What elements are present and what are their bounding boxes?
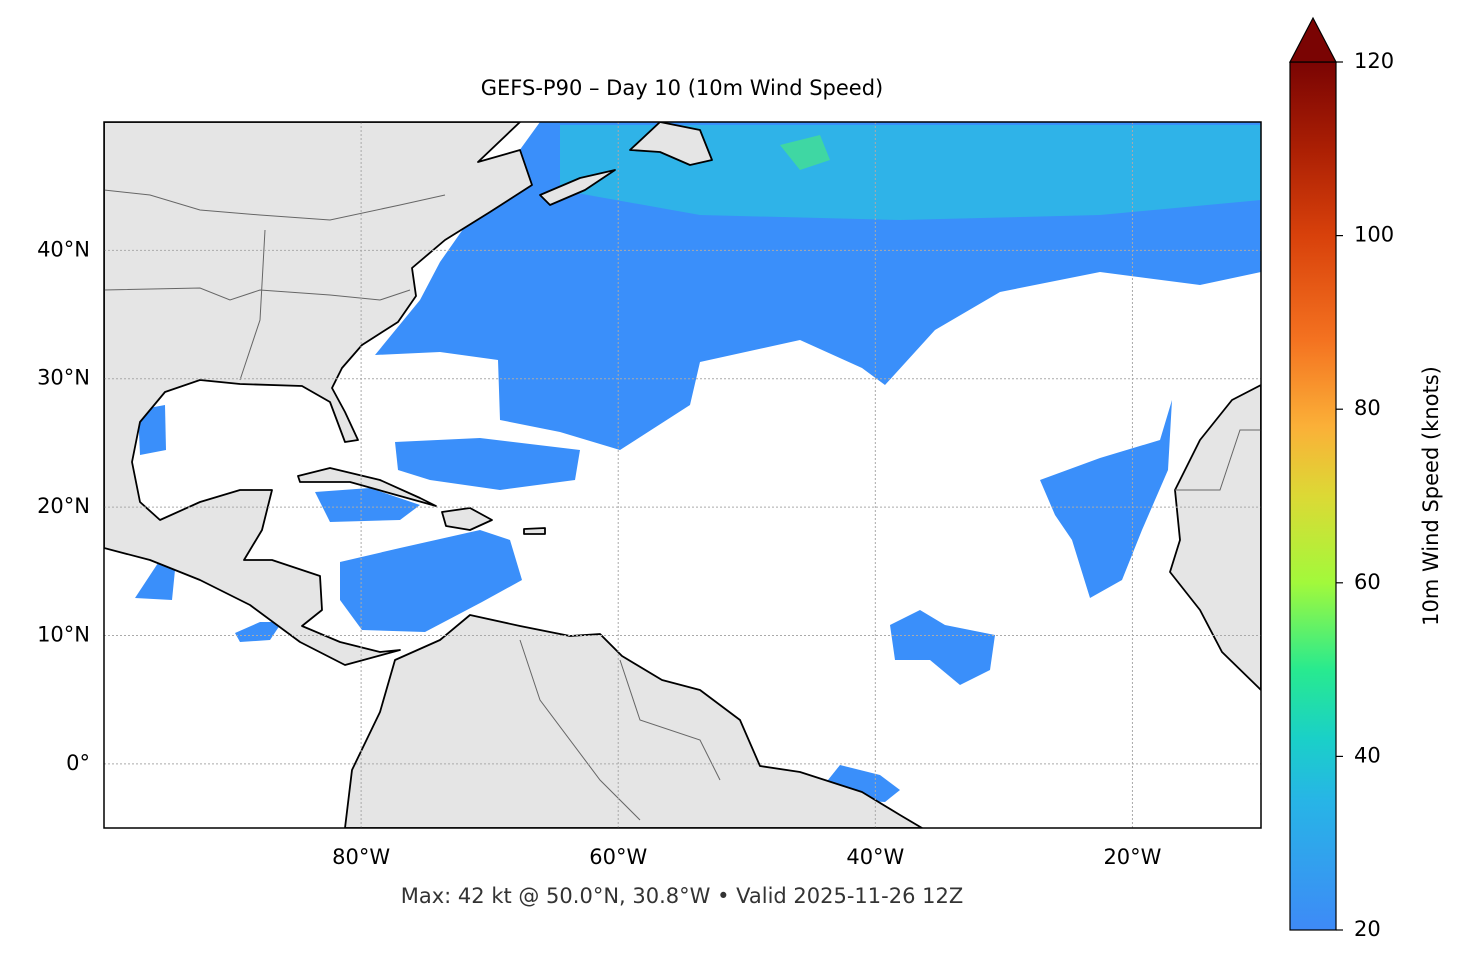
border [619, 659, 721, 781]
x-tick-label: 20°W [1103, 845, 1161, 869]
border [239, 229, 266, 381]
y-tick-label: 10°N [37, 622, 90, 646]
land [104, 122, 1261, 828]
footnote: Max: 42 kt @ 50.0°N, 30.8°W • Valid 2025… [401, 884, 964, 908]
border [104, 189, 446, 221]
border [104, 287, 411, 301]
wind-area [890, 610, 995, 685]
colorbar-label: 10m Wind Speed (knots) [1419, 366, 1443, 626]
y-tick-label: 0° [66, 751, 90, 775]
chart-title: GEFS-P90 – Day 10 (10m Wind Speed) [481, 76, 883, 100]
wind-field [135, 122, 1261, 802]
hispaniola [441, 507, 493, 531]
colorbar-extend [1289, 16, 1337, 63]
wind-area [560, 125, 1261, 220]
wind-area [235, 622, 282, 642]
y-tick-label: 30°N [37, 366, 90, 390]
colorbar-tick-label: 80 [1354, 396, 1381, 420]
africa [1169, 384, 1261, 691]
wind-area [138, 405, 166, 455]
wind-area [340, 530, 522, 632]
north-america [104, 122, 533, 666]
wind-area [135, 560, 176, 600]
colorbar-axis: 20 40 60 80 100 120 [1336, 49, 1394, 941]
colorbar-tick-label: 100 [1354, 223, 1394, 247]
border [1175, 429, 1261, 491]
grid [104, 122, 1261, 828]
map [104, 122, 1261, 828]
colorbar-tick-label: 60 [1354, 570, 1381, 594]
y-tick-label: 20°N [37, 494, 90, 518]
south-america [344, 614, 923, 828]
wind-area [1040, 400, 1172, 598]
colorbar-tick-label: 120 [1354, 49, 1394, 73]
nova-scotia [539, 169, 616, 206]
wind-area [395, 438, 580, 490]
x-tick-label: 80°W [332, 845, 390, 869]
newfoundland [629, 122, 713, 166]
colorbar-tick-label: 20 [1354, 917, 1381, 941]
map-frame [103, 121, 1262, 829]
x-tick-label: 40°W [846, 845, 904, 869]
puerto-rico [523, 527, 546, 535]
y-tick-label: 40°N [37, 237, 90, 261]
axes: 80°W 60°W 40°W 20°W 0° 10°N 20°N 30°N 40°N [37, 237, 1162, 869]
x-tick-label: 60°W [589, 845, 647, 869]
colorbar [1289, 61, 1337, 931]
cuba [297, 467, 437, 507]
wind-area [780, 135, 830, 170]
wind-area [315, 488, 420, 522]
colorbar-tick-label: 40 [1354, 743, 1381, 767]
border [519, 639, 641, 821]
